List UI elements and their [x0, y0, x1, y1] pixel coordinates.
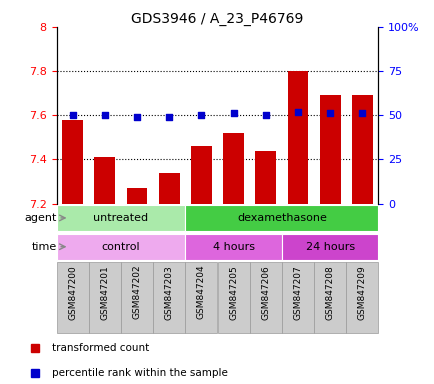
Text: GSM847200: GSM847200	[68, 265, 77, 319]
Bar	[94, 157, 115, 204]
Text: GSM847204: GSM847204	[197, 265, 205, 319]
Point	[197, 112, 204, 118]
Bar	[319, 95, 340, 204]
FancyBboxPatch shape	[185, 205, 378, 231]
Point	[230, 110, 237, 116]
Text: agent: agent	[24, 213, 56, 223]
FancyBboxPatch shape	[56, 205, 185, 231]
Text: GSM847206: GSM847206	[261, 265, 270, 319]
Title: GDS3946 / A_23_P46769: GDS3946 / A_23_P46769	[131, 12, 303, 26]
Point	[294, 109, 301, 115]
Text: GSM847209: GSM847209	[357, 265, 366, 319]
FancyBboxPatch shape	[345, 262, 378, 333]
Point	[358, 110, 365, 116]
Bar	[126, 188, 147, 204]
FancyBboxPatch shape	[313, 262, 345, 333]
Text: GSM847205: GSM847205	[229, 265, 237, 319]
Bar	[223, 133, 243, 204]
FancyBboxPatch shape	[153, 262, 185, 333]
Text: 24 hours: 24 hours	[305, 242, 354, 252]
Point	[101, 112, 108, 118]
Text: GSM847201: GSM847201	[100, 265, 109, 319]
FancyBboxPatch shape	[185, 234, 281, 260]
Point	[165, 114, 172, 120]
Bar	[287, 71, 308, 204]
FancyBboxPatch shape	[121, 262, 153, 333]
FancyBboxPatch shape	[281, 234, 378, 260]
Bar	[351, 95, 372, 204]
Bar	[255, 151, 276, 204]
Text: GSM847203: GSM847203	[164, 265, 173, 319]
Bar	[62, 120, 83, 204]
FancyBboxPatch shape	[56, 262, 89, 333]
Text: transformed count: transformed count	[52, 343, 149, 353]
Text: untreated: untreated	[93, 213, 148, 223]
Text: control: control	[102, 242, 140, 252]
Text: 4 hours: 4 hours	[212, 242, 254, 252]
Bar	[158, 173, 179, 204]
FancyBboxPatch shape	[281, 262, 313, 333]
Text: GSM847207: GSM847207	[293, 265, 302, 319]
Point	[69, 112, 76, 118]
Point	[262, 112, 269, 118]
Text: GSM847208: GSM847208	[325, 265, 334, 319]
Text: GSM847202: GSM847202	[132, 265, 141, 319]
FancyBboxPatch shape	[56, 234, 185, 260]
Bar	[191, 146, 211, 204]
Text: percentile rank within the sample: percentile rank within the sample	[52, 368, 227, 378]
Point	[133, 114, 140, 120]
Text: dexamethasone: dexamethasone	[237, 213, 326, 223]
Text: time: time	[31, 242, 56, 252]
FancyBboxPatch shape	[185, 262, 217, 333]
FancyBboxPatch shape	[89, 262, 121, 333]
Point	[326, 110, 333, 116]
FancyBboxPatch shape	[217, 262, 249, 333]
FancyBboxPatch shape	[249, 262, 281, 333]
